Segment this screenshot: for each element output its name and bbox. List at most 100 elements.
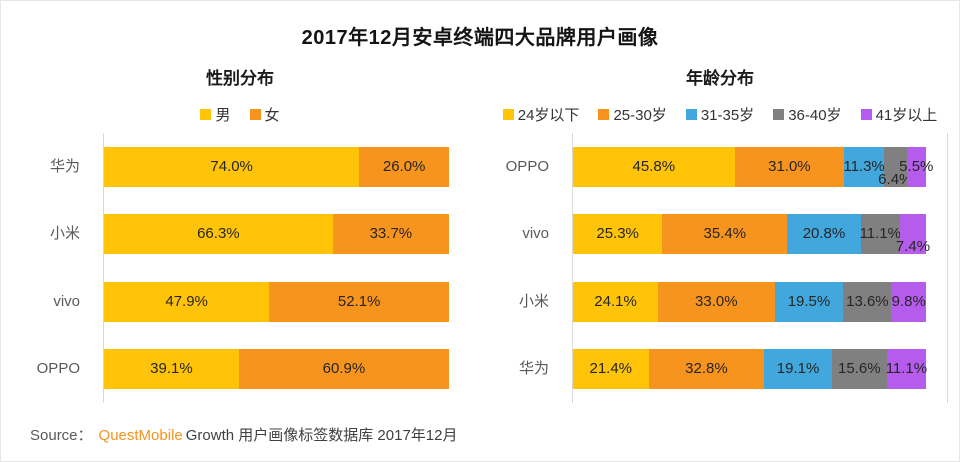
legend-label: 36-40岁 [788, 107, 842, 124]
bar-track: 39.1% 60.9% [104, 349, 449, 390]
bar-category-label: OPPO [36, 360, 80, 378]
bar-segment [906, 146, 926, 187]
age-plot-area: OPPO 45.8% 31.0% 11.3% 6.4% 5.5% vivo 25.3% 35.4… [506, 133, 933, 403]
bar-segment [734, 146, 845, 187]
bar-segment [658, 281, 775, 322]
bar-segment [662, 214, 788, 255]
bar-segment-value: 24.1% [594, 292, 637, 310]
bar-segment [104, 349, 239, 390]
bar-segment-value: 9.8% [891, 292, 926, 310]
bar-segment-value: 25.3% [596, 225, 639, 243]
bar-segment-value: 11.3% [843, 157, 885, 175]
bar-segment-value: 60.9% [322, 360, 366, 378]
age-chart-panel: 年龄分布 24岁以下 25-30岁 31-35岁 36-40岁 41岁以上 OPPO 45… [480, 58, 960, 408]
bar-segment-value: 13.6% [846, 292, 889, 310]
bar-segment [269, 281, 449, 322]
bar-track: 74.0% 26.0% [104, 146, 449, 187]
bar-segment-value: 33.7% [369, 225, 413, 243]
bar-category-label: 华为 [518, 360, 549, 378]
age-chart-title: 年龄分布 [686, 69, 754, 88]
bar-row: 小米 24.1% 33.0% 19.5% 13.6% 9.8% [519, 281, 926, 322]
source-rest: Growth 用户画像标签数据库 2017年12月 [185, 427, 458, 444]
bar-category-label: OPPO [505, 157, 549, 175]
gender-chart-title: 性别分布 [206, 69, 274, 88]
bar-row: 华为 21.4% 32.8% 19.1% 15.6% 11.1% [519, 349, 927, 390]
bar-segment [891, 281, 926, 322]
legend-swatch [860, 109, 872, 120]
bar-segment [359, 146, 449, 187]
legend-label: 25-30岁 [613, 107, 667, 124]
legend-item: 36-40岁 [773, 104, 842, 125]
age-plot-right-gridline [947, 133, 948, 403]
gender-plot-area: 华为 74.0% 26.0% 小米 66.3% 33.7% vivo 47.9% 52.1% OP… [37, 133, 449, 403]
bar-segment [844, 146, 884, 187]
bar-category-label: 小米 [49, 225, 80, 243]
legend-item: 24岁以下 [502, 104, 580, 125]
bar-segment [573, 146, 735, 187]
bar-segment [573, 281, 659, 322]
bar-track: 47.9% 52.1% [104, 281, 449, 322]
legend-item: 31-35岁 [685, 104, 755, 125]
legend-swatch [773, 109, 785, 120]
bar-segment-value: 20.8% [802, 225, 846, 243]
bar-segment-value: 7.4% [895, 238, 931, 256]
bar-row: vivo 25.3% 35.4% 20.8% 11.1% 7.4% [522, 214, 930, 255]
bar-segment-value: 33.0% [695, 292, 738, 310]
bar-segment [787, 214, 861, 255]
bar-category-label: vivo [53, 292, 80, 310]
source-note: Source： QuestMobile Growth 用户画像标签数据库 2017年… [30, 424, 458, 445]
bar-segment-value: 32.8% [685, 360, 728, 378]
legend-item: 女 [249, 104, 280, 125]
legend-swatch [249, 109, 261, 120]
bar-track: 25.3% 35.4% 20.8% 11.1% 7.4% [573, 214, 930, 255]
bar-segment [573, 349, 649, 390]
bar-segment-value: 21.4% [589, 360, 633, 378]
bar-row: OPPO 39.1% 60.9% [37, 349, 449, 390]
bar-segment-value: 45.8% [632, 157, 676, 175]
bar-track: 21.4% 32.8% 19.1% 15.6% 11.1% [573, 349, 927, 390]
bar-segment [774, 281, 844, 322]
bar-segment-value: 15.6% [838, 360, 881, 378]
bar-row: 华为 74.0% 26.0% [50, 146, 449, 187]
bar-track: 66.3% 33.7% [104, 214, 449, 255]
bar-segment [899, 214, 926, 255]
page-title: 2017年12月安卓终端四大品牌用户画像 [301, 27, 659, 49]
bar-segment-value: 19.5% [787, 292, 831, 310]
brand-questmobile: QuestMobile [98, 427, 183, 444]
bar-segment-value: 19.1% [776, 360, 820, 378]
gender-legend: 男女 [0, 104, 480, 125]
bar-segment [886, 349, 926, 390]
bar-segment [573, 214, 663, 255]
legend-label: 41岁以上 [875, 107, 938, 124]
bar-segment [104, 214, 333, 255]
legend-label: 31-35岁 [700, 107, 755, 124]
legend-label: 女 [264, 107, 280, 124]
bar-segment-value: 26.0% [382, 157, 426, 175]
legend-label: 24岁以下 [517, 107, 580, 124]
bar-segment-value: 5.5% [899, 157, 934, 175]
bar-segment [860, 214, 900, 255]
legend-item: 男 [200, 104, 231, 125]
legend-item: 41岁以上 [860, 104, 938, 125]
source-label: Source： [30, 427, 93, 444]
bar-row: vivo 47.9% 52.1% [53, 281, 449, 322]
bar-category-label: 华为 [49, 157, 80, 175]
legend-swatch [598, 109, 610, 120]
bar-segment-value: 66.3% [197, 225, 240, 243]
legend-swatch [685, 109, 697, 120]
bar-category-label: 小米 [518, 292, 549, 310]
bar-segment [332, 214, 449, 255]
bar-segment [883, 146, 907, 187]
bar-segment [843, 281, 892, 322]
bar-segment-value: 74.0% [210, 157, 253, 175]
legend-item: 25-30岁 [598, 104, 667, 125]
legend-swatch [200, 109, 212, 120]
bar-segment [104, 146, 360, 187]
bar-row: 小米 66.3% 33.7% [50, 214, 449, 255]
bar-segment-value: 11.1% [859, 225, 901, 243]
gender-chart-panel: 性别分布 男女 华为 74.0% 26.0% 小米 66.3% 33.7% vivo 47.9… [0, 58, 480, 408]
bar-segment-value: 39.1% [150, 360, 193, 378]
bar-track: 24.1% 33.0% 19.5% 13.6% 9.8% [573, 281, 926, 322]
bar-segment-value: 35.4% [703, 225, 747, 243]
